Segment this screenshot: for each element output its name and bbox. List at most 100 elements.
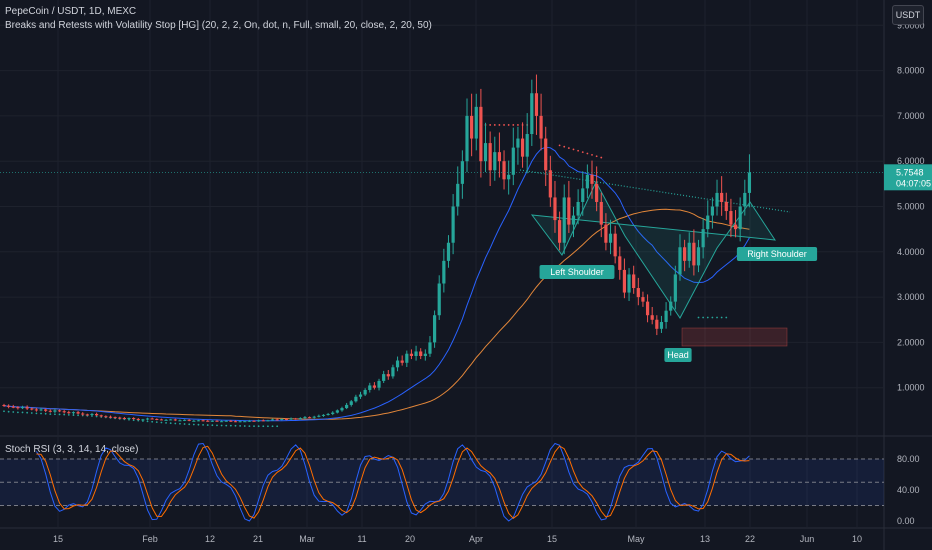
x-tick-label: Jun bbox=[800, 534, 815, 544]
currency-button[interactable]: USDT bbox=[892, 5, 924, 25]
candle-body bbox=[692, 242, 696, 266]
stop-dot bbox=[225, 424, 228, 427]
y-tick-label: 6.0000 bbox=[897, 156, 925, 166]
candle-body bbox=[520, 138, 525, 157]
stop-dot bbox=[697, 316, 700, 319]
candle-body bbox=[400, 360, 404, 363]
candle-body bbox=[53, 410, 57, 412]
candle-body bbox=[25, 407, 29, 409]
candle-body bbox=[169, 419, 173, 421]
stop-dot bbox=[716, 316, 718, 319]
candle-body bbox=[321, 414, 326, 416]
candle-body bbox=[432, 315, 437, 343]
candle-body bbox=[229, 420, 233, 422]
pattern-label: Head bbox=[667, 350, 689, 360]
candle-body bbox=[243, 421, 247, 423]
candle-body bbox=[104, 416, 108, 418]
candle-body bbox=[497, 152, 502, 162]
candle-body bbox=[270, 419, 275, 421]
candle-body bbox=[608, 233, 613, 243]
candle-body bbox=[446, 242, 451, 261]
pattern-label-bg bbox=[736, 247, 818, 261]
stop-dot bbox=[160, 421, 163, 424]
x-tick-label: 22 bbox=[745, 534, 755, 544]
candle-body bbox=[395, 360, 400, 368]
candle-body bbox=[599, 201, 603, 225]
candle-body bbox=[738, 206, 742, 230]
candle-body bbox=[483, 143, 488, 162]
x-tick-label: 13 bbox=[700, 534, 710, 544]
stop-dot bbox=[16, 411, 19, 414]
candle-body bbox=[530, 93, 534, 135]
stop-dot bbox=[220, 424, 223, 427]
price-badge-value: 5.7548 bbox=[896, 167, 924, 177]
pattern-label-bg bbox=[539, 265, 615, 279]
stop-dot bbox=[600, 156, 603, 159]
stop-dot bbox=[503, 124, 505, 126]
stop-dot bbox=[262, 425, 265, 428]
candle-body bbox=[11, 406, 15, 408]
candle-body bbox=[335, 410, 339, 413]
candle-body bbox=[655, 319, 659, 329]
stoch-d-line bbox=[36, 445, 750, 519]
candle-body bbox=[20, 407, 25, 409]
candle-body bbox=[201, 420, 205, 422]
candle-body bbox=[507, 174, 511, 180]
stop-dot bbox=[276, 425, 279, 428]
symbol-title[interactable]: PepeCoin / USDT, 1D, MEXC bbox=[5, 6, 137, 17]
stop-dot bbox=[711, 316, 714, 319]
candle-body bbox=[44, 409, 48, 411]
candle-body bbox=[326, 413, 330, 415]
stop-dot bbox=[183, 423, 186, 425]
candle-body bbox=[289, 418, 293, 420]
y-tick-label: 3.0000 bbox=[897, 292, 925, 302]
candle-body bbox=[604, 224, 608, 243]
candle-body bbox=[544, 138, 548, 171]
candle-body bbox=[488, 143, 492, 171]
stop-dot bbox=[169, 422, 172, 425]
indicator-legend[interactable]: Breaks and Retests with Volatility Stop … bbox=[5, 20, 432, 31]
stop-dot bbox=[72, 414, 75, 416]
stop-dot bbox=[253, 425, 255, 428]
x-tick-label: 15 bbox=[547, 534, 557, 544]
candle-body bbox=[76, 412, 80, 414]
candle-body bbox=[127, 418, 131, 420]
candle-body bbox=[516, 138, 520, 148]
stoch-rsi-legend[interactable]: Stoch RSI (3, 3, 14, 14, close) bbox=[5, 444, 139, 455]
candle-body bbox=[715, 192, 719, 207]
stop-dot bbox=[35, 412, 38, 415]
stop-dot bbox=[26, 411, 29, 414]
candle-body bbox=[724, 201, 728, 212]
candle-body bbox=[182, 419, 187, 421]
candle-body bbox=[354, 396, 358, 402]
stop-dot bbox=[720, 316, 723, 319]
candle-body bbox=[247, 420, 251, 422]
stop-dot bbox=[229, 424, 232, 427]
candle-body bbox=[173, 419, 177, 421]
candle-body bbox=[720, 192, 724, 202]
candle-body bbox=[303, 417, 307, 419]
stop-dot bbox=[179, 422, 181, 425]
candle-body bbox=[345, 404, 349, 409]
stop-dot bbox=[489, 124, 492, 126]
candle-body bbox=[266, 420, 270, 422]
candle-body bbox=[178, 420, 182, 422]
x-tick-label: 15 bbox=[53, 534, 63, 544]
candle-body bbox=[95, 413, 99, 416]
candle-body bbox=[706, 215, 710, 230]
ma-fast-line bbox=[3, 146, 750, 422]
candle-body bbox=[368, 385, 372, 390]
candle-body bbox=[622, 269, 627, 293]
candle-body bbox=[525, 134, 529, 157]
candle-body bbox=[585, 174, 589, 189]
candle-body bbox=[386, 374, 390, 377]
stop-dot bbox=[30, 412, 33, 414]
price-badge-countdown: 04:07:05 bbox=[896, 178, 931, 188]
rsi-tick-label: 40.00 bbox=[897, 485, 920, 495]
x-tick-label: Feb bbox=[142, 534, 158, 544]
stop-dot bbox=[257, 425, 260, 428]
stop-dot bbox=[702, 316, 705, 319]
candle-body bbox=[99, 415, 103, 417]
candle-body bbox=[192, 420, 196, 422]
